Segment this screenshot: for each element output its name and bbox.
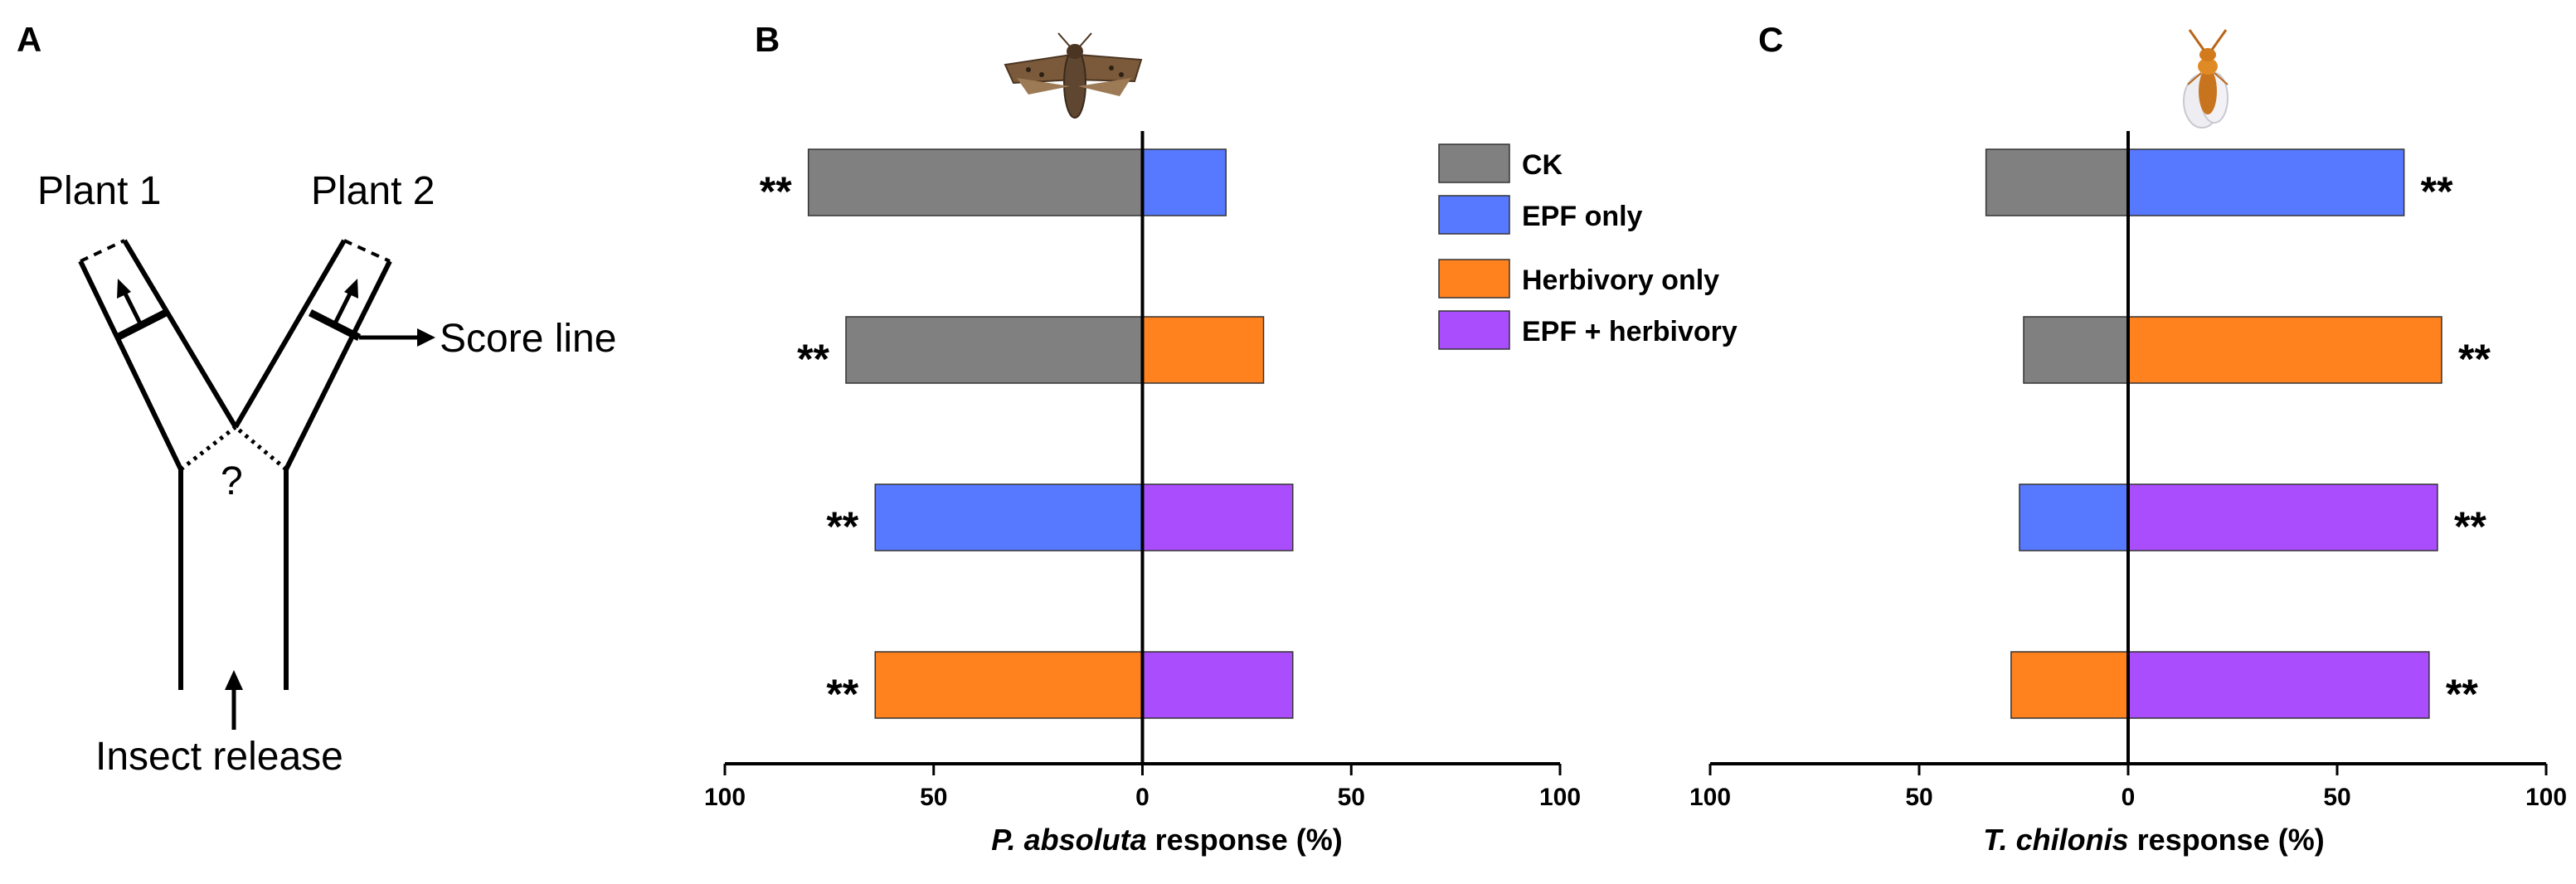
significance-c-row4: ** — [2446, 671, 2478, 717]
junction-dotted-right — [234, 425, 288, 471]
significance-c-row1: ** — [2421, 168, 2453, 215]
chart-b-xlabel: P. absoluta response (%) — [991, 823, 1342, 857]
plant-1-label: Plant 1 — [37, 169, 161, 213]
bar-c-row2-right-herb — [2127, 316, 2442, 384]
bar-b-row1-right-epf — [1141, 148, 1227, 216]
right-arm-opening — [343, 239, 391, 263]
junction-dotted-left — [179, 425, 237, 471]
x-tick-label-c-neg50: 50 — [1905, 784, 1932, 811]
left-arm-opening — [80, 239, 125, 263]
right-arm-outer-wall — [284, 260, 392, 471]
right-arm-arrow-shaft — [332, 289, 354, 327]
bar-b-row3-left-epf — [874, 483, 1144, 551]
significance-b-row1: ** — [760, 168, 792, 215]
moth-icon — [1004, 32, 1143, 119]
bar-b-row2-right-herb — [1141, 316, 1265, 384]
significance-b-row2: ** — [797, 336, 829, 382]
significance-b-row4: ** — [826, 671, 858, 717]
score-line-arrowhead-icon — [417, 328, 435, 347]
legend-swatch-herb — [1438, 259, 1510, 299]
legend-label-epf: EPF only — [1522, 201, 1643, 232]
bar-b-row3-right-epfherb — [1141, 483, 1294, 551]
bar-c-row4-right-epfherb — [2127, 651, 2430, 719]
right-arm-inner-wall — [233, 239, 347, 429]
significance-c-row2: ** — [2458, 336, 2491, 382]
x-tick-label-b-50: 50 — [1338, 784, 1365, 811]
chart-b-xlabel-species: P. absoluta — [991, 823, 1146, 857]
junction-question-mark: ? — [221, 459, 243, 503]
bar-b-row4-left-herb — [874, 651, 1144, 719]
bar-b-row2-left-ck — [845, 316, 1144, 384]
x-tick-label-c-0: 0 — [2122, 784, 2136, 811]
left-arm-outer-wall — [78, 260, 183, 471]
plant-2-label: Plant 2 — [311, 169, 435, 213]
bar-c-row1-right-epf — [2127, 148, 2405, 216]
panel-a-letter: A — [17, 20, 41, 59]
panel-c: C ** ** ** ** 100 50 0 50 100 T. chilonis respon… — [1689, 20, 2567, 857]
significance-b-row3: ** — [826, 503, 858, 550]
legend-label-epfherb: EPF + herbivory — [1522, 316, 1738, 347]
release-arrowhead-icon — [225, 670, 243, 690]
chart-c-xlabel-species: T. chilonis — [1983, 823, 2128, 857]
legend-swatch-epfherb — [1438, 310, 1510, 350]
left-arm-arrow-shaft — [121, 289, 143, 327]
legend-label-ck: CK — [1522, 149, 1563, 181]
significance-c-row3: ** — [2454, 503, 2486, 550]
chart-c-xlabel: T. chilonis response (%) — [1983, 823, 2324, 857]
bar-c-row3-right-epfherb — [2127, 483, 2438, 551]
bar-b-row4-right-epfherb — [1141, 651, 1294, 719]
left-score-line — [114, 308, 168, 342]
x-tick-label-b-neg100: 100 — [704, 784, 746, 811]
chart-b: ** ** ** ** 100 50 0 50 100 — [704, 131, 1581, 811]
chart-c: ** ** ** ** 100 50 0 50 100 — [1689, 131, 2567, 811]
insect-release-label: Insect release — [95, 735, 343, 779]
panel-a: A — [17, 20, 616, 779]
panel-b: B ** ** ** ** 100 50 0 50 100 P. absoluta respon… — [704, 20, 1581, 857]
x-tick-label-b-neg50: 50 — [920, 784, 947, 811]
y-maze-diagram — [78, 239, 419, 730]
left-arm-arrowhead-icon — [117, 279, 131, 299]
bar-c-row2-left-ck — [2023, 316, 2129, 384]
score-line-label: Score line — [440, 317, 616, 361]
legend-swatch-ck — [1438, 143, 1510, 183]
bar-c-row1-left-ck — [1985, 148, 2129, 216]
x-tick-label-b-100: 100 — [1539, 784, 1581, 811]
x-tick-label-b-0: 0 — [1135, 784, 1149, 811]
legend-label-herb: Herbivory only — [1522, 265, 1719, 296]
wasp-icon — [2183, 29, 2228, 129]
panel-b-letter: B — [755, 20, 780, 59]
panel-c-letter: C — [1758, 20, 1783, 59]
legend: CK EPF only Herbivory only EPF + herbivory — [1438, 143, 1738, 350]
left-arm-inner-wall — [122, 239, 238, 429]
chart-c-xlabel-rest: response (%) — [2129, 823, 2325, 857]
bar-b-row1-left-ck — [807, 148, 1144, 216]
chart-b-xlabel-rest: response (%) — [1147, 823, 1343, 857]
x-tick-label-c-neg100: 100 — [1689, 784, 1731, 811]
right-arm-arrowhead-icon — [344, 279, 358, 299]
x-tick-label-c-50: 50 — [2323, 784, 2350, 811]
legend-swatch-epf — [1438, 195, 1510, 235]
bar-c-row4-left-herb — [2010, 651, 2129, 719]
bar-c-row3-left-epf — [2019, 483, 2129, 551]
x-tick-label-c-100: 100 — [2525, 784, 2567, 811]
